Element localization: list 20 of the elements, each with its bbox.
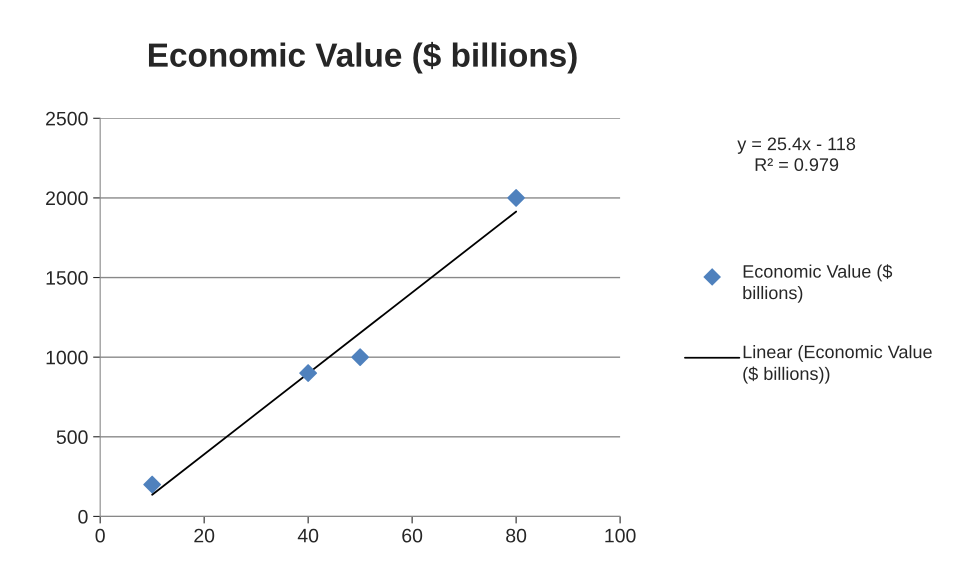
y-tick-label: 2500 [46,112,88,126]
x-tick-label: 100 [605,528,636,543]
chart-title: Economic Value ($ billions) [148,42,577,74]
point [351,348,370,366]
x-tick-label: 80 [506,528,526,543]
x-tick-label: 40 [298,528,318,543]
legend-label: Linear (Economic Value ($ billions)) [743,345,932,384]
x-tick-label: 0 [96,528,105,543]
point [143,476,162,494]
legend-label: Economic Value ($ billions) [743,264,892,303]
point [507,189,526,207]
y-tick-label: 0 [78,510,88,524]
y-tick-label: 2000 [46,191,88,206]
y-tick-label: 1500 [46,271,88,285]
x-tick-label: 20 [194,528,214,543]
y-tick-label: 500 [56,430,88,444]
x-tick-label: 60 [402,528,422,543]
point [299,364,318,382]
y-tick-label: 1000 [46,350,88,364]
text: y = 25.4x - 118 R² = 0.979 [737,137,856,172]
